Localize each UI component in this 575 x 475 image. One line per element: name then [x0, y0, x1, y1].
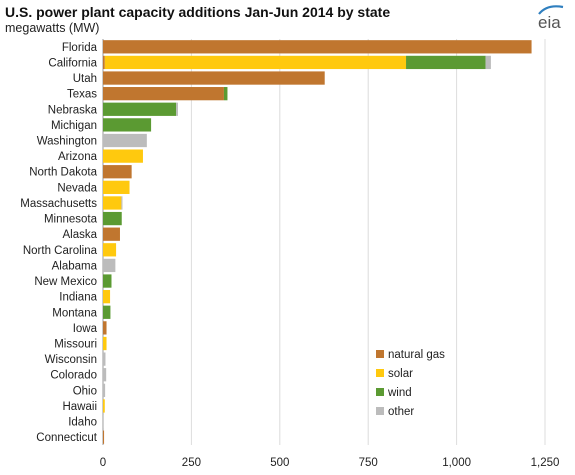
bar-segment: [103, 274, 112, 288]
bars: [103, 40, 532, 444]
legend-label: solar: [388, 368, 413, 380]
bar-segment: [103, 336, 107, 351]
bar-segment: [103, 87, 224, 101]
category-label: Connecticut: [36, 432, 98, 444]
eia-logo-text: eia: [538, 13, 561, 32]
category-label: Texas: [67, 89, 97, 101]
category-labels: Florida California Utah Texas Nebraska Michig…: [20, 42, 98, 444]
category-label: Michigan: [51, 120, 97, 132]
bar-segment: [103, 165, 132, 179]
category-label: Colorado: [50, 370, 97, 382]
legend-swatch: [376, 407, 384, 415]
x-tick-label: 750: [359, 457, 378, 469]
category-label: Wisconsin: [45, 354, 97, 366]
bar-segment: [103, 71, 325, 85]
category-label: Nebraska: [48, 104, 98, 116]
category-label: Florida: [62, 42, 98, 54]
bar-segment: [104, 55, 407, 70]
bar-segment: [223, 87, 228, 101]
x-tick-label: 1,000: [442, 457, 471, 469]
category-label: Alaska: [62, 229, 97, 241]
bar-segment: [103, 321, 107, 335]
bar-segment: [103, 227, 120, 241]
x-axis-ticks: 0 250 500 750 1,000 1,250: [100, 457, 560, 469]
x-tick-label: 1,250: [531, 457, 560, 469]
bar-segment: [103, 290, 111, 304]
legend-label: wind: [387, 387, 412, 399]
bar-segment: [103, 102, 177, 116]
bar-segment: [103, 118, 152, 132]
category-label: North Carolina: [23, 245, 98, 257]
category-label: Missouri: [54, 339, 97, 351]
category-label: Idaho: [68, 417, 97, 429]
category-label: Indiana: [59, 292, 97, 304]
x-tick-label: 0: [100, 457, 106, 469]
legend-label: natural gas: [388, 349, 445, 361]
category-label: Minnesota: [44, 214, 98, 226]
legend-label: other: [388, 406, 414, 418]
chart-subtitle: megawatts (MW): [5, 21, 100, 35]
category-label: California: [48, 57, 97, 69]
legend-swatch: [376, 350, 384, 358]
bar-segment: [103, 243, 117, 257]
bar-segment: [406, 55, 486, 70]
x-tick-label: 500: [270, 457, 289, 469]
category-label: Massachusetts: [20, 198, 97, 210]
bar-segment: [103, 352, 106, 366]
chart-title: U.S. power plant capacity additions Jan-…: [5, 4, 391, 20]
bar-segment: [103, 430, 105, 444]
bar-segment: [176, 102, 178, 116]
bar-segment: [103, 258, 116, 273]
bar-segment: [103, 55, 105, 70]
bar-segment: [103, 196, 122, 210]
bar-segment: [485, 55, 491, 70]
bar-segment: [103, 383, 106, 397]
bar-segment: [103, 399, 105, 413]
bar-segment: [103, 368, 107, 382]
category-label: North Dakota: [29, 167, 97, 179]
category-label: Arizona: [58, 151, 98, 163]
bar-segment: [103, 305, 111, 319]
bar-segment: [103, 414, 104, 429]
category-label: Utah: [73, 73, 97, 85]
bar-segment: [103, 211, 122, 226]
category-label: Hawaii: [62, 401, 97, 413]
eia-logo: eia: [538, 5, 564, 32]
bar-segment: [121, 196, 123, 210]
bar-segment: [103, 40, 532, 54]
legend-swatch: [376, 369, 384, 377]
legend: natural gas solar wind other: [376, 349, 445, 418]
category-label: Nevada: [57, 182, 97, 194]
category-label: Ohio: [73, 385, 97, 397]
bar-segment: [103, 180, 130, 194]
category-label: Alabama: [52, 260, 98, 272]
category-label: Montana: [52, 307, 97, 319]
category-label: Washington: [37, 136, 97, 148]
x-tick-label: 250: [182, 457, 201, 469]
bar-segment: [103, 149, 143, 163]
eia-logo-swoosh: [538, 5, 564, 15]
legend-swatch: [376, 388, 384, 396]
category-label: New Mexico: [34, 276, 97, 288]
category-label: Iowa: [73, 323, 98, 335]
bar-segment: [103, 133, 147, 148]
